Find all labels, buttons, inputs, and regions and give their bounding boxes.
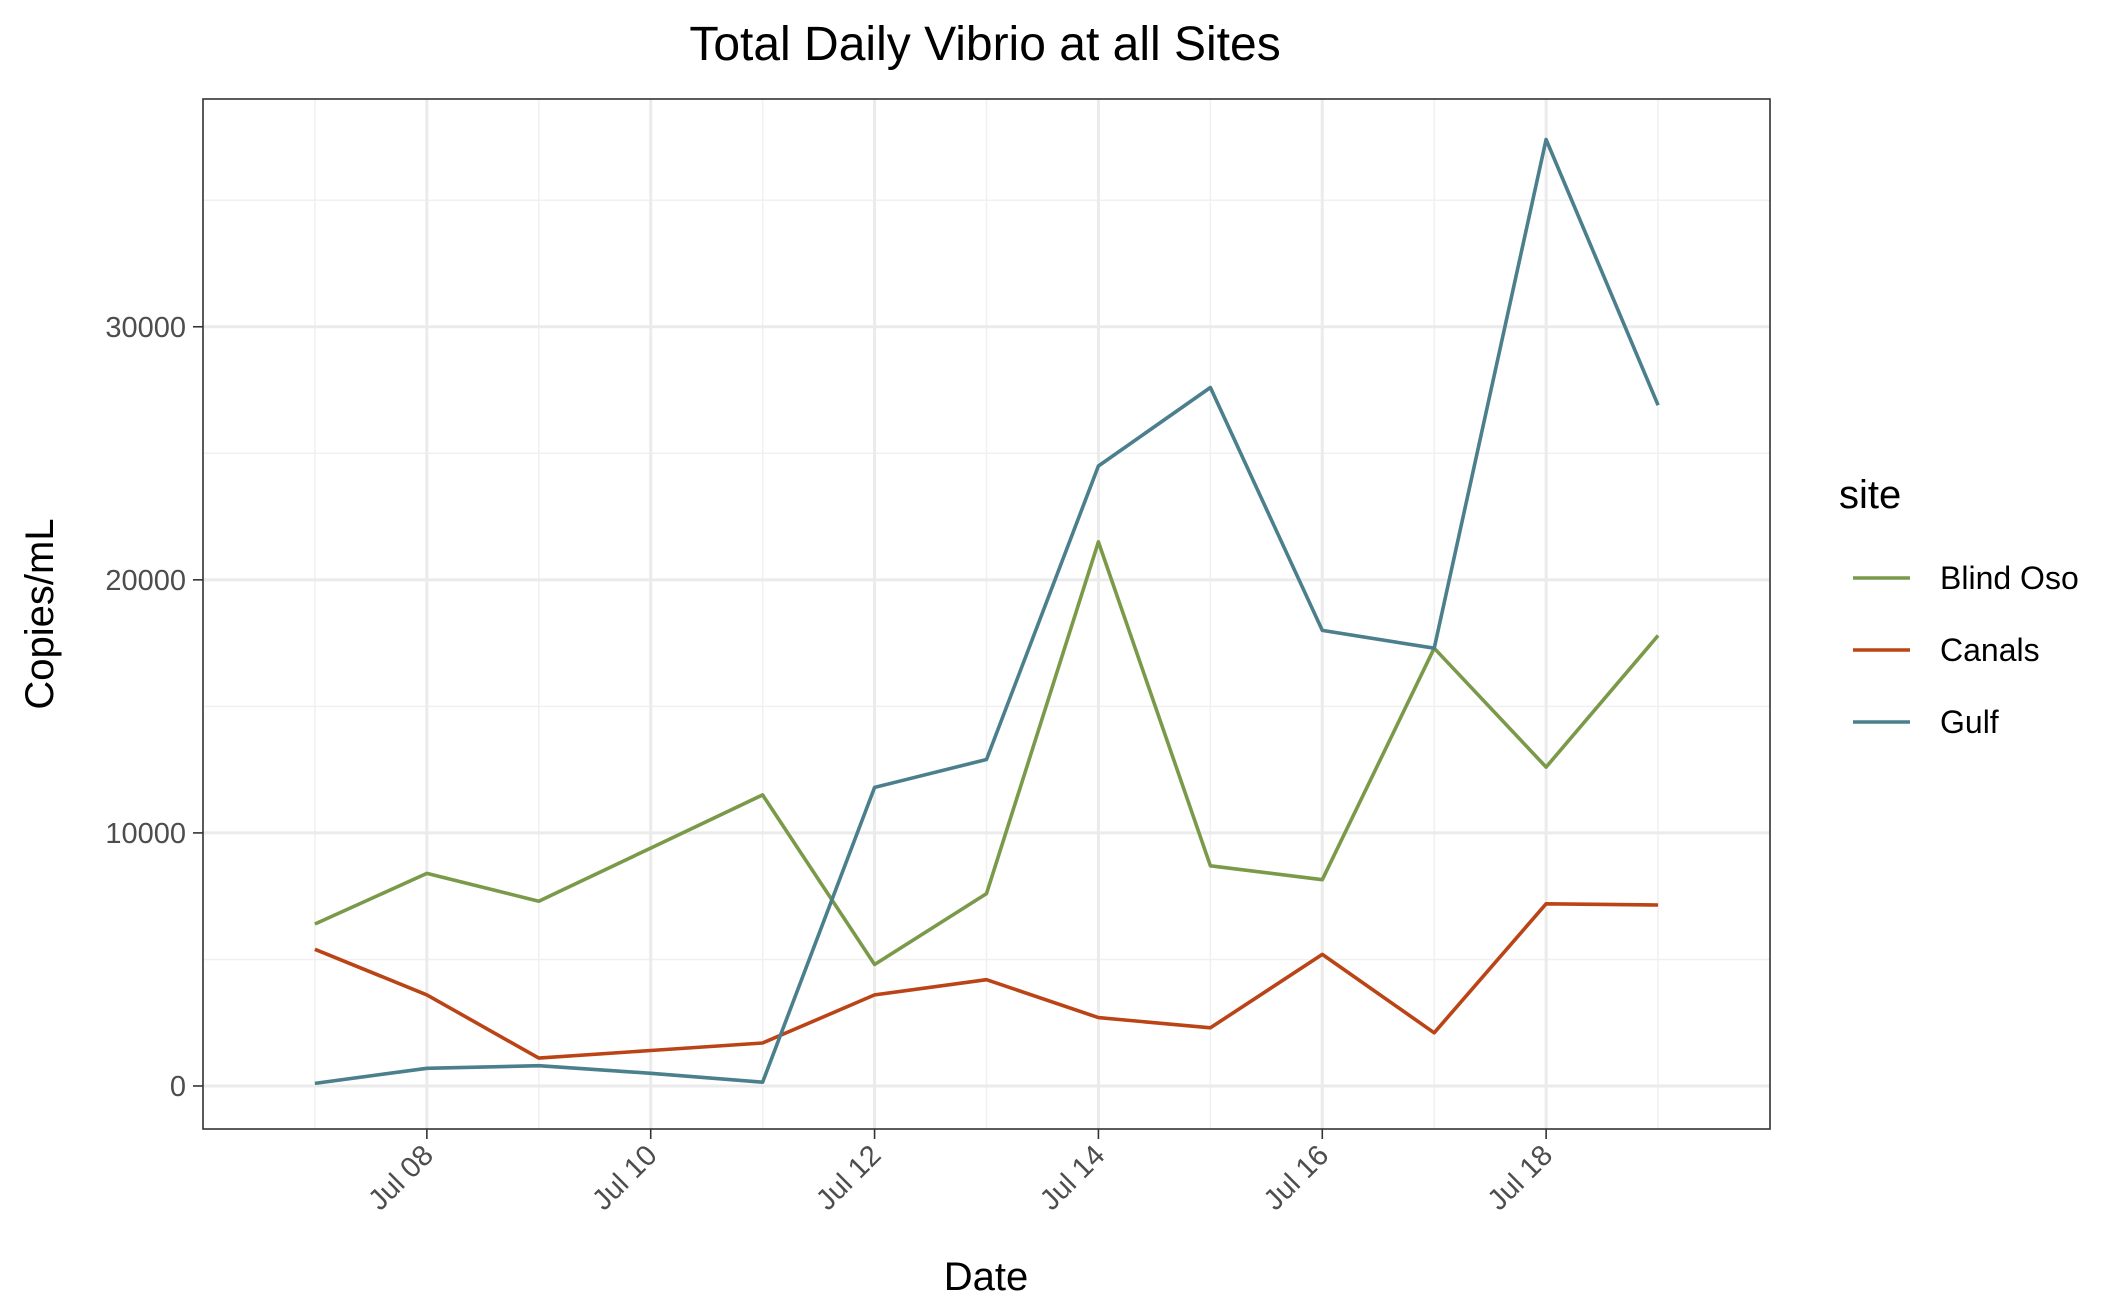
- chart-title: Total Daily Vibrio at all Sites: [689, 18, 1280, 71]
- series-line-gulf: [314, 137, 1660, 1086]
- x-tick-label: Jul 08: [362, 1139, 439, 1216]
- x-tick-label: Jul 14: [1034, 1139, 1111, 1216]
- legend-label: Blind Oso: [1940, 560, 2079, 596]
- series-layer: [314, 137, 1660, 1086]
- legend-items: Blind Oso Canals Gulf: [1853, 560, 2079, 740]
- x-tick-label: Jul 18: [1482, 1139, 1559, 1216]
- plot-panel-border: [202, 98, 1771, 1130]
- x-tick-label: Jul 10: [586, 1139, 663, 1216]
- series-line-canals: [314, 901, 1659, 1060]
- y-tick-label: 30000: [105, 312, 186, 344]
- legend: site Blind Oso Canals Gulf: [1839, 473, 2079, 740]
- x-tick-label: Jul 16: [1258, 1139, 1335, 1216]
- legend-label: Canals: [1940, 632, 2040, 668]
- x-axis: Jul 08 Jul 10 Jul 12 Jul 14 Jul 16 Jul 18: [362, 1129, 1559, 1217]
- legend-title: site: [1839, 473, 1901, 517]
- y-tick-label: 0: [170, 1071, 186, 1103]
- x-axis-title: Date: [944, 1255, 1029, 1299]
- y-axis-title: Copies/mL: [18, 518, 62, 709]
- y-tick-label: 20000: [105, 565, 186, 597]
- y-axis: 0 10000 20000 30000: [105, 312, 203, 1103]
- y-tick-label: 10000: [105, 818, 186, 850]
- x-tick-label: Jul 12: [810, 1139, 887, 1216]
- grid-minor: [202, 99, 1771, 1129]
- legend-label: Gulf: [1940, 704, 1999, 740]
- grid-major: [203, 99, 1770, 1129]
